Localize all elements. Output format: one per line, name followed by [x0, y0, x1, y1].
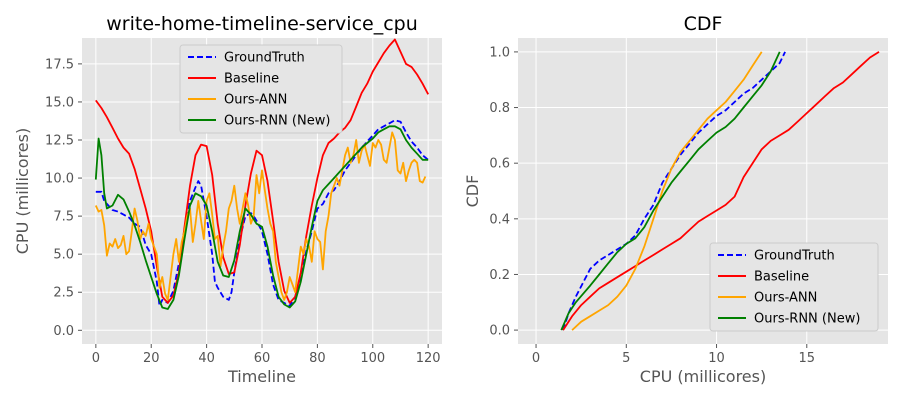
series-line-ours-ann — [94, 131, 427, 301]
y-tick-label: 10.0 — [45, 172, 74, 187]
x-tick-label: 120 — [416, 351, 441, 366]
legend-label: GroundTruth — [224, 51, 305, 66]
x-tick-label: 80 — [309, 351, 326, 366]
legend-label: GroundTruth — [754, 249, 835, 264]
legend-timeline: GroundTruth Baseline Ours-ANN Ours-RNN (New… — [179, 44, 343, 134]
x-tick-label: 5 — [622, 351, 630, 366]
ticks-timeline: 0 20 40 60 80 100 120 0.0 2.5 5.0 7.5 10.0 12.5 15.0 1… — [45, 57, 441, 366]
x-tick-label: 100 — [360, 351, 385, 366]
y-tick-label: 15.0 — [45, 95, 74, 110]
y-tick-label: 0.4 — [489, 212, 510, 227]
x-axis-label-timeline: Timeline — [227, 367, 296, 386]
series-line-groundtruth — [95, 119, 429, 307]
series-line-baseline — [562, 51, 880, 331]
x-tick-label: 15 — [799, 351, 816, 366]
y-tick-label: 0.0 — [489, 324, 510, 339]
y-tick-label: 7.5 — [53, 210, 74, 225]
chart-cdf: 0 5 10 15 0.0 0.2 0.4 0.6 0.8 1.0 CDF CPU (millic… — [463, 13, 888, 386]
x-tick-label: 0 — [532, 351, 540, 366]
legend-label: Baseline — [754, 270, 809, 285]
legend-box — [179, 44, 343, 134]
series-line-baseline — [95, 38, 429, 304]
legend-label: Baseline — [224, 72, 279, 87]
chart-title-timeline: write-home-timeline-service_cpu — [106, 13, 418, 35]
chart-timeline: 0 20 40 60 80 100 120 0.0 2.5 5.0 7.5 10.0 12.5 15.0 1… — [13, 13, 442, 386]
y-tick-label: 1.0 — [489, 45, 510, 60]
x-tick-label: 10 — [708, 351, 725, 366]
series-line-ours-ann — [571, 51, 763, 331]
y-tick-label: 0.6 — [489, 157, 510, 172]
x-tick-label: 40 — [198, 351, 215, 366]
chart-title-cdf: CDF — [684, 13, 723, 35]
legend-label: Ours-RNN (New) — [224, 114, 330, 129]
legend-cdf: GroundTruth Baseline Ours-ANN Ours-RNN (New… — [709, 242, 879, 332]
y-tick-label: 5.0 — [53, 248, 74, 263]
y-tick-label: 12.5 — [45, 134, 74, 149]
series-lines-cdf — [560, 51, 880, 331]
y-tick-label: 2.5 — [53, 286, 74, 301]
legend-label: Ours-RNN (New) — [754, 312, 860, 327]
x-tick-label: 20 — [143, 351, 160, 366]
x-tick-label: 0 — [92, 351, 100, 366]
series-line-ours-rnn-new — [94, 125, 429, 310]
y-axis-label-cdf: CDF — [463, 175, 482, 208]
y-tick-label: 0.0 — [53, 324, 74, 339]
series-lines-timeline — [94, 38, 429, 310]
y-tick-label: 0.2 — [489, 268, 510, 283]
legend-label: Ours-ANN — [224, 93, 287, 108]
ticks-cdf: 0 5 10 15 0.0 0.2 0.4 0.6 0.8 1.0 — [489, 45, 815, 366]
y-tick-label: 17.5 — [45, 57, 74, 72]
x-axis-label-cdf: CPU (millicores) — [640, 367, 766, 386]
y-tick-label: 0.8 — [489, 101, 510, 116]
series-line-ours-rnn-new — [560, 51, 781, 331]
y-axis-label-timeline: CPU (millicores) — [13, 128, 32, 254]
legend-label: Ours-ANN — [754, 291, 817, 306]
legend-box — [709, 242, 879, 332]
x-tick-label: 60 — [254, 351, 271, 366]
